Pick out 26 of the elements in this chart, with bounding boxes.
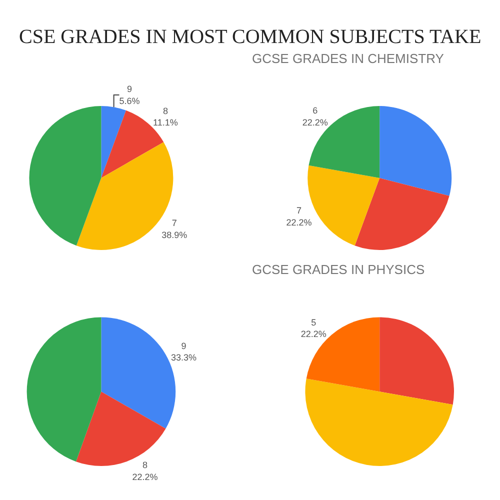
data-label: 22.2% — [286, 217, 312, 228]
pie-slice — [354, 178, 450, 250]
chart-title: GCSE GRADES IN CHEMISTRY — [252, 51, 444, 66]
data-label: 11.1% — [153, 117, 178, 128]
slice-label: 8 — [162, 106, 168, 116]
slice-label: 7 — [296, 206, 302, 216]
slice-label: 6 — [312, 106, 318, 116]
data-label: 22.2% — [132, 472, 158, 482]
pie-slice — [26, 317, 102, 462]
slice-label: 8 — [142, 460, 148, 470]
text: CSE GRADES IN MOST COMMON SUBJECTS TAKE — [19, 26, 482, 48]
data-label: 5.6% — [119, 96, 140, 106]
slice-label: 9 — [126, 84, 132, 94]
data-label: 22.2% — [300, 329, 326, 340]
chart-title: GCSE GRADES IN PHYSICS — [252, 262, 425, 277]
pie-slice — [380, 106, 452, 196]
slice-label: 7 — [172, 218, 177, 228]
data-label: 38.9% — [162, 230, 188, 240]
pie-slice — [29, 106, 102, 246]
pie-slice — [305, 378, 453, 466]
slice-label: 5 — [311, 317, 316, 328]
data-label: 22.2% — [302, 117, 328, 128]
pie-slice — [380, 317, 454, 405]
slice-label: 9 — [181, 340, 186, 351]
data-label: 33.3% — [171, 352, 197, 362]
pie-slice — [101, 106, 126, 178]
